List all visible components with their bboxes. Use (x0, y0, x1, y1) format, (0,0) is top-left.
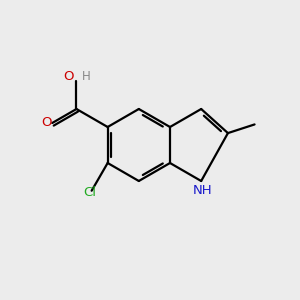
Text: Cl: Cl (83, 186, 96, 199)
Text: O: O (41, 116, 52, 130)
Text: NH: NH (192, 184, 212, 197)
Text: H: H (82, 70, 90, 83)
Text: O: O (63, 70, 74, 83)
